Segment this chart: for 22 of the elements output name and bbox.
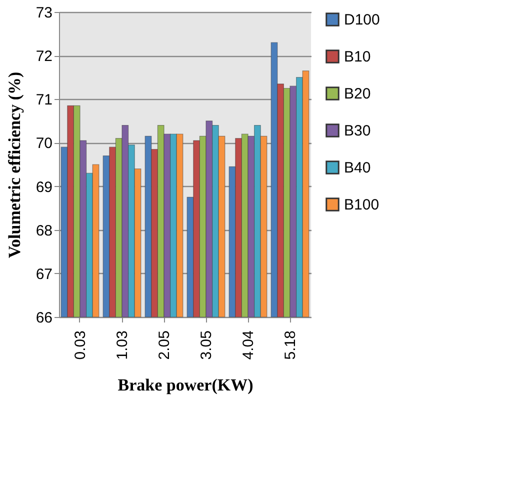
y-tick-label: 69 bbox=[36, 178, 52, 196]
y-tick-label: 72 bbox=[36, 48, 52, 66]
x-tick-label: 2.05 bbox=[156, 330, 173, 360]
x-tick-label: 4.04 bbox=[240, 330, 257, 360]
y-axis-title: Volumetric efficiency (%) bbox=[4, 72, 24, 258]
legend-label: B10 bbox=[344, 48, 371, 66]
x-axis-title: Brake power(KW) bbox=[118, 376, 254, 395]
legend-label: B40 bbox=[344, 160, 371, 176]
y-tick-label: 66 bbox=[36, 310, 52, 326]
y-tick-label: 68 bbox=[36, 222, 52, 240]
legend-label: B100 bbox=[344, 196, 380, 214]
legend-label: D100 bbox=[344, 12, 380, 28]
x-tick-label: 5.18 bbox=[282, 330, 299, 360]
x-tick-label: 1.03 bbox=[114, 330, 131, 360]
y-tick-label: 67 bbox=[36, 266, 52, 283]
legend-label: B30 bbox=[344, 122, 371, 140]
y-tick-label: 73 bbox=[36, 4, 52, 22]
legend-label: B20 bbox=[344, 86, 371, 102]
y-tick-label: 71 bbox=[36, 92, 52, 109]
x-tick-label: 3.05 bbox=[198, 330, 215, 360]
y-tick-label: 70 bbox=[36, 135, 52, 152]
x-tick-label: 0.03 bbox=[72, 330, 89, 360]
